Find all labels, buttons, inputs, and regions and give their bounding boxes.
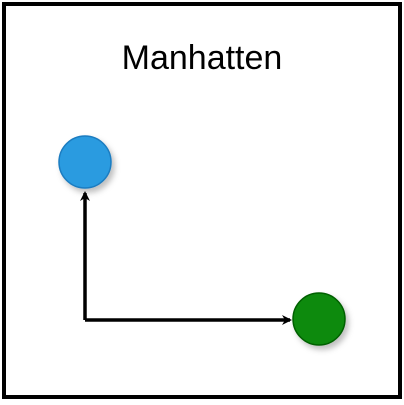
end-node bbox=[292, 292, 346, 346]
diagram-title: Manhatten bbox=[121, 39, 283, 77]
start-node bbox=[58, 135, 112, 189]
